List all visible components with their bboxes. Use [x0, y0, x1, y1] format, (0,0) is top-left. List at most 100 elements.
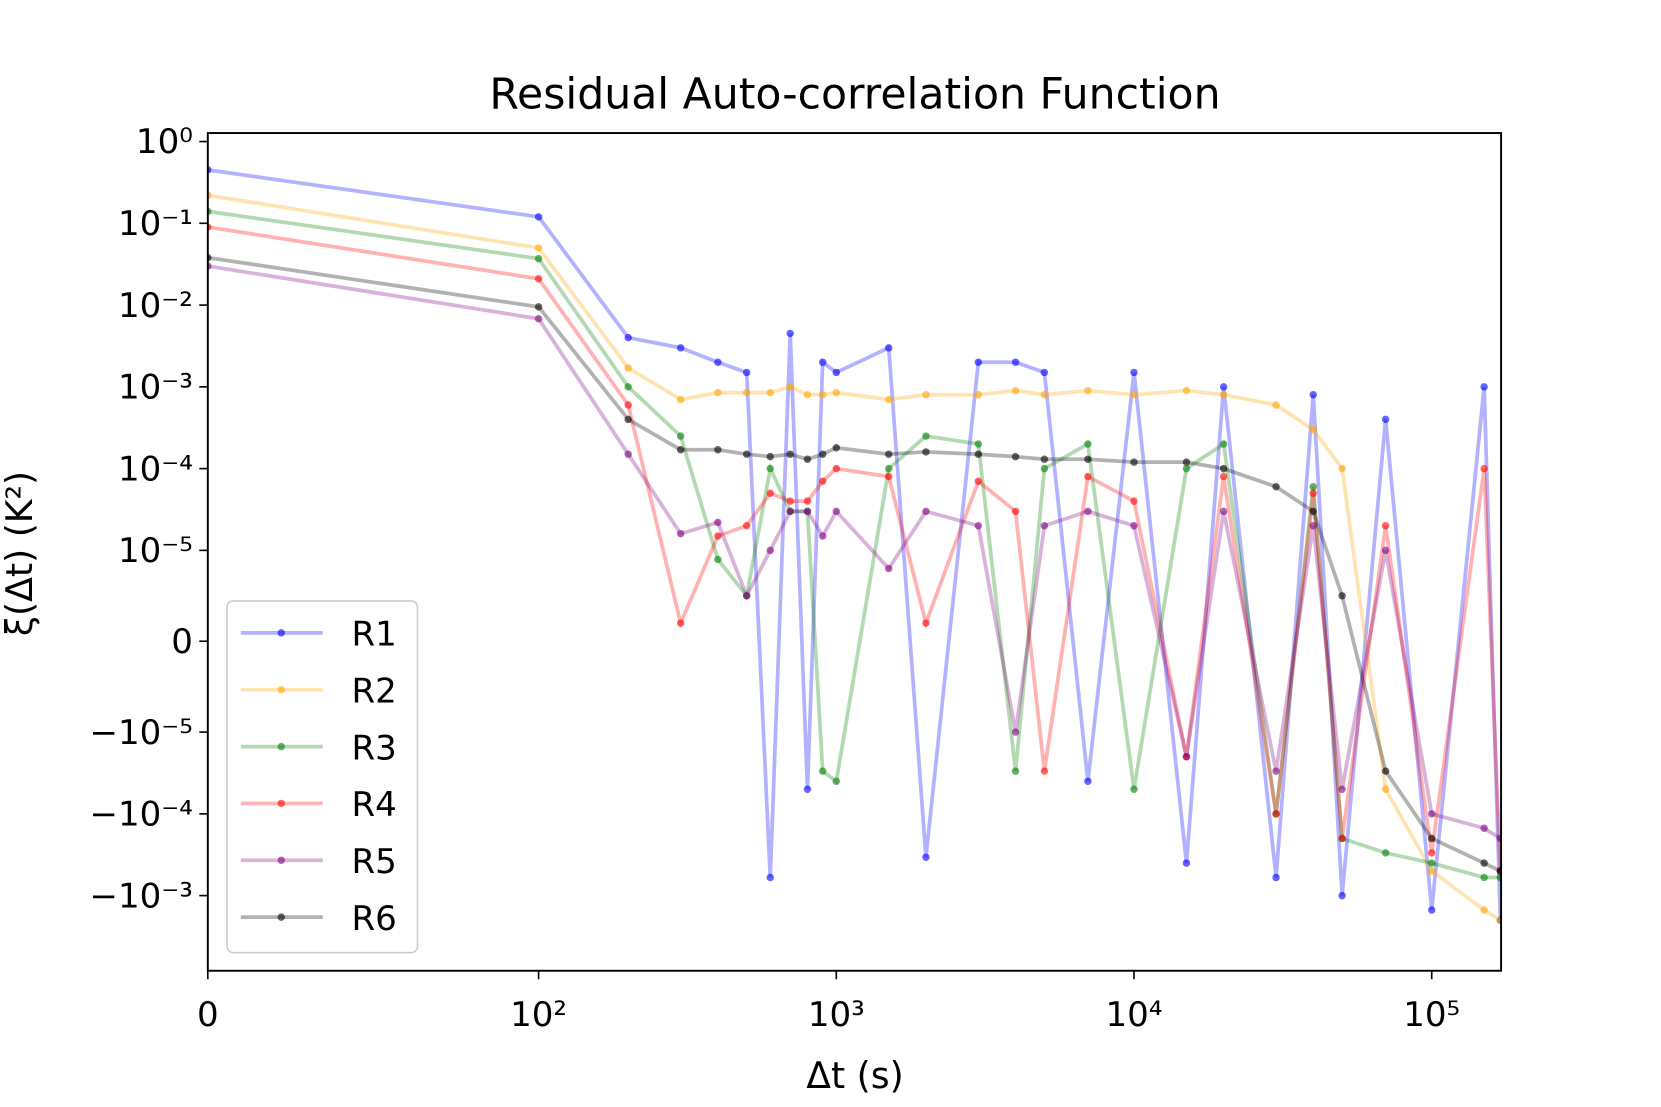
- data-point: [1496, 834, 1502, 843]
- data-point: [1381, 415, 1390, 424]
- data-point: [1011, 386, 1020, 395]
- data-point: [818, 767, 827, 775]
- legend-box: [226, 600, 419, 954]
- data-point: [803, 455, 812, 464]
- data-point: [534, 213, 543, 221]
- data-point: [714, 555, 722, 564]
- data-point: [803, 391, 812, 399]
- data-point: [1011, 767, 1020, 775]
- data-point: [1040, 464, 1049, 473]
- legend-label: R6: [352, 899, 397, 939]
- data-point: [786, 329, 794, 338]
- data-point: [922, 619, 930, 627]
- data-point: [1272, 401, 1280, 409]
- data-point: [1182, 458, 1191, 466]
- data-point: [1011, 452, 1020, 461]
- data-point: [922, 507, 930, 516]
- data-point: [534, 303, 543, 311]
- x-tick-label: 10²: [510, 995, 567, 1035]
- data-point: [676, 529, 685, 538]
- data-point: [974, 440, 983, 448]
- data-point: [974, 450, 983, 458]
- y-tick-label: −10⁻³: [89, 876, 192, 916]
- data-point: [1272, 810, 1280, 818]
- legend-marker: [277, 686, 285, 694]
- data-point: [832, 388, 841, 397]
- data-point: [1427, 849, 1436, 857]
- data-point: [714, 518, 722, 527]
- x-tick-label: 10⁴: [1106, 995, 1163, 1035]
- data-point: [818, 450, 827, 458]
- data-point: [1040, 522, 1049, 530]
- data-point: [1182, 464, 1191, 473]
- x-tick-label: 10³: [808, 995, 865, 1035]
- data-point: [714, 532, 722, 540]
- legend-marker: [277, 913, 285, 921]
- plot-area: [207, 166, 1502, 924]
- data-point: [1130, 391, 1138, 399]
- data-point: [766, 464, 774, 473]
- data-point: [1219, 391, 1228, 399]
- legend-label: R1: [352, 615, 397, 655]
- data-point: [1219, 472, 1228, 481]
- chart-title: Residual Auto-correlation Function: [489, 70, 1220, 120]
- data-point: [742, 450, 751, 458]
- data-point: [1427, 810, 1436, 818]
- data-point: [1130, 458, 1138, 466]
- data-point: [1130, 497, 1138, 505]
- data-point: [885, 395, 893, 404]
- data-point: [1496, 916, 1502, 924]
- data-point: [803, 507, 812, 516]
- data-point: [922, 432, 930, 440]
- data-point: [1338, 834, 1346, 843]
- data-point: [742, 522, 751, 530]
- data-point: [534, 315, 543, 323]
- data-point: [1480, 906, 1488, 914]
- data-point: [1381, 785, 1390, 793]
- data-point: [676, 344, 685, 352]
- data-point: [1309, 507, 1317, 516]
- data-point: [1011, 507, 1020, 516]
- data-point: [1496, 867, 1502, 875]
- data-point: [803, 785, 812, 793]
- y-axis-label: ξ(Δt) (K²): [0, 471, 41, 636]
- data-point: [1130, 522, 1138, 530]
- data-point: [832, 368, 841, 377]
- x-tick-label: 10⁵: [1403, 995, 1460, 1035]
- data-point: [1272, 767, 1280, 775]
- data-point: [676, 446, 685, 454]
- y-tick-label: 10⁻⁵: [118, 531, 193, 571]
- data-point: [742, 388, 751, 397]
- data-point: [766, 546, 774, 555]
- data-point: [624, 450, 632, 458]
- y-tick-label: 10⁻³: [118, 368, 193, 408]
- data-point: [1427, 867, 1436, 875]
- data-point: [1427, 834, 1436, 843]
- data-point: [1338, 891, 1346, 900]
- data-point: [1381, 849, 1390, 857]
- data-point: [1309, 425, 1317, 434]
- plot-frame: [206, 132, 1503, 972]
- data-point: [676, 619, 685, 627]
- data-point: [922, 391, 930, 399]
- y-tick-label: −10⁻⁴: [89, 795, 192, 835]
- y-tick-label: 0: [171, 622, 193, 662]
- data-point: [818, 391, 827, 399]
- data-point: [1338, 785, 1346, 793]
- data-point: [1381, 522, 1390, 530]
- data-point: [1496, 873, 1502, 882]
- data-point: [714, 388, 722, 397]
- data-point: [534, 244, 543, 252]
- data-point: [885, 564, 893, 573]
- data-point: [1338, 592, 1346, 600]
- data-point: [1084, 777, 1092, 786]
- data-point: [1011, 358, 1020, 366]
- data-point: [974, 358, 983, 366]
- data-point: [1381, 767, 1390, 775]
- legend-marker: [277, 629, 285, 637]
- data-point: [885, 464, 893, 473]
- data-point: [1084, 386, 1092, 395]
- data-point: [624, 415, 632, 424]
- data-point: [832, 444, 841, 452]
- y-tick-label: 10⁻¹: [118, 204, 193, 244]
